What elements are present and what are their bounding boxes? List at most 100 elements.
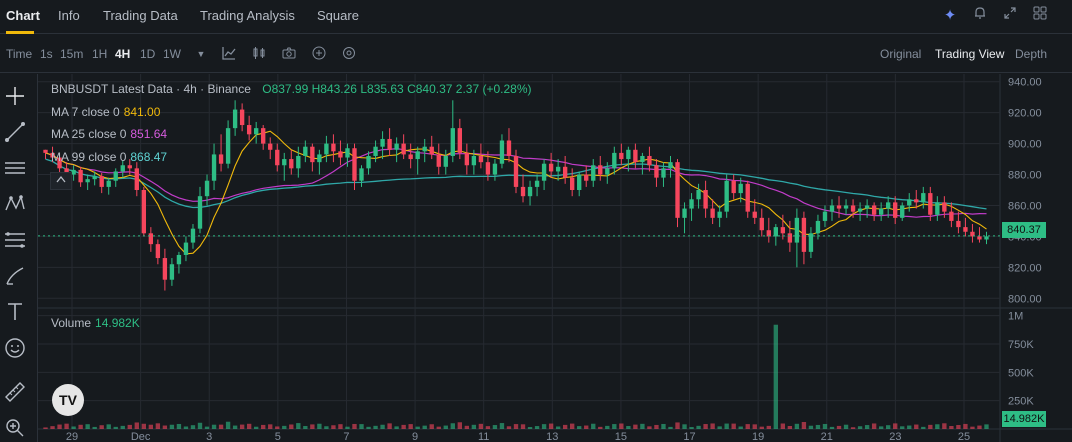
pattern-icon[interactable] bbox=[3, 192, 27, 216]
candle-body bbox=[85, 179, 90, 183]
time-tick-label: 11 bbox=[478, 431, 489, 442]
chart-toolbar: Time 1s 15m 1H 4H 1D 1W ▼ Original Tradi… bbox=[0, 35, 1072, 73]
tab-info[interactable]: Info bbox=[58, 8, 80, 23]
candle-body bbox=[773, 227, 778, 237]
candle-body bbox=[99, 176, 104, 187]
volume-bar bbox=[443, 425, 448, 429]
price-chart[interactable]: 800.00820.00840.00860.00880.00900.00920.… bbox=[38, 74, 1072, 442]
candle-body bbox=[836, 205, 842, 209]
volume-bar bbox=[261, 424, 266, 429]
volume-bar bbox=[190, 425, 196, 429]
time-tick-label: 15 bbox=[615, 431, 627, 442]
volume-bar bbox=[562, 424, 568, 429]
candle-body bbox=[548, 163, 554, 172]
volume-bar bbox=[612, 424, 617, 429]
tab-trading-analysis[interactable]: Trading Analysis bbox=[200, 8, 295, 23]
volume-bar bbox=[317, 423, 322, 429]
time-tick-label: 9 bbox=[412, 431, 418, 442]
volume-bar bbox=[127, 424, 132, 429]
ma99-value: 868.47 bbox=[130, 150, 168, 164]
ma7-label: MA 7 close 0 bbox=[51, 105, 120, 119]
volume-bar bbox=[766, 425, 771, 429]
volume-bar bbox=[745, 424, 750, 429]
volume-bar bbox=[548, 423, 554, 429]
candle-body bbox=[275, 149, 280, 166]
volume-bar bbox=[752, 424, 757, 429]
candle-body bbox=[759, 217, 764, 231]
candle-body bbox=[169, 264, 175, 280]
volume-bar bbox=[331, 425, 336, 429]
candle-body bbox=[794, 217, 800, 243]
ma25-label: MA 25 close 0 bbox=[51, 127, 127, 141]
settings-icon[interactable] bbox=[340, 45, 358, 63]
interval-1w[interactable]: 1W bbox=[163, 47, 181, 61]
emoji-icon[interactable] bbox=[3, 336, 27, 360]
zoom-icon[interactable] bbox=[3, 416, 27, 440]
interval-1h[interactable]: 1H bbox=[92, 47, 108, 61]
tab-chart[interactable]: Chart bbox=[6, 8, 40, 23]
candle-body bbox=[246, 125, 252, 135]
candle-body bbox=[204, 180, 210, 197]
candle-body bbox=[401, 143, 406, 155]
candle-body bbox=[822, 211, 828, 221]
collapse-legend-button[interactable] bbox=[50, 172, 72, 190]
bell-icon[interactable] bbox=[970, 6, 990, 26]
last-volume-tag: 14.982K bbox=[1002, 411, 1046, 427]
candle-body bbox=[787, 233, 793, 243]
text-tool-icon[interactable] bbox=[3, 300, 27, 324]
candle-body bbox=[570, 177, 575, 190]
candle-body bbox=[703, 190, 708, 209]
time-tick-label: Dec bbox=[131, 431, 151, 442]
interval-1s[interactable]: 1s bbox=[40, 47, 53, 61]
volume-bar bbox=[591, 423, 596, 429]
candle-body bbox=[289, 159, 294, 169]
interval-4h[interactable]: 4H bbox=[115, 47, 131, 61]
volume-bar bbox=[928, 424, 933, 429]
candle-body bbox=[338, 151, 343, 158]
camera-icon[interactable] bbox=[280, 45, 298, 63]
interval-1d[interactable]: 1D bbox=[140, 47, 156, 61]
volume-bar bbox=[471, 424, 477, 429]
tab-square[interactable]: Square bbox=[317, 8, 359, 23]
volume-bar bbox=[794, 423, 800, 429]
brush-icon[interactable] bbox=[3, 264, 27, 288]
interval-dropdown-icon[interactable]: ▼ bbox=[196, 49, 206, 59]
volume-bar bbox=[394, 426, 399, 429]
volume-bar bbox=[464, 425, 470, 429]
view-trading-view[interactable]: Trading View bbox=[935, 47, 1005, 61]
candle-style-icon[interactable] bbox=[250, 45, 268, 63]
candle-body bbox=[50, 152, 55, 158]
candle-body bbox=[963, 227, 968, 232]
indicator-icon[interactable] bbox=[220, 45, 238, 63]
price-tick-label: 900.00 bbox=[1008, 139, 1042, 151]
price-tick-label: 940.00 bbox=[1008, 77, 1042, 89]
view-depth[interactable]: Depth bbox=[1015, 47, 1048, 61]
view-original[interactable]: Original bbox=[880, 47, 922, 61]
expand-icon[interactable] bbox=[1000, 6, 1020, 26]
crosshair-icon[interactable] bbox=[3, 84, 27, 108]
add-icon[interactable] bbox=[310, 45, 328, 63]
candle-body bbox=[801, 217, 807, 252]
time-tick-label: 19 bbox=[752, 431, 764, 442]
candle-body bbox=[696, 190, 701, 200]
candle-body bbox=[893, 202, 898, 218]
ruler-icon[interactable] bbox=[3, 380, 27, 404]
candle-body bbox=[218, 154, 224, 164]
interval-15m[interactable]: 15m bbox=[60, 47, 84, 61]
volume-bar bbox=[380, 424, 385, 429]
candle-body bbox=[921, 193, 926, 203]
volume-bar bbox=[738, 426, 743, 429]
volume-bar bbox=[155, 423, 161, 429]
horizontal-lines-icon[interactable] bbox=[3, 156, 27, 180]
sparkle-icon[interactable]: ✦ bbox=[943, 7, 957, 24]
volume-bar bbox=[731, 423, 736, 429]
trend-line-icon[interactable] bbox=[3, 120, 27, 144]
volume-bar bbox=[541, 424, 547, 429]
fib-icon[interactable] bbox=[3, 228, 27, 252]
volume-bar bbox=[787, 426, 793, 429]
tab-trading-data[interactable]: Trading Data bbox=[103, 8, 178, 23]
candle-body bbox=[598, 165, 603, 175]
candle-body bbox=[513, 155, 519, 187]
grid-icon[interactable] bbox=[1030, 6, 1050, 26]
volume-bar bbox=[183, 426, 189, 429]
